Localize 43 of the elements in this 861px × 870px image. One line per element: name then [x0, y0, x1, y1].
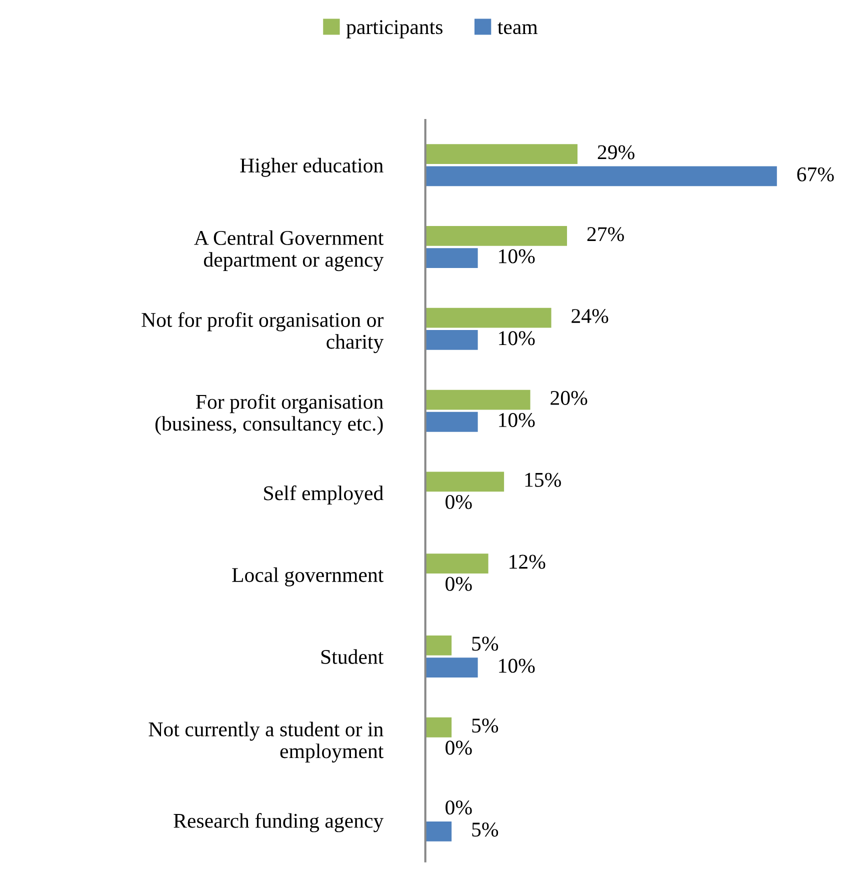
y-tick-label: Research funding agency — [174, 813, 384, 832]
bar — [425, 144, 578, 164]
data-label: 10% — [499, 331, 535, 346]
bar — [425, 412, 478, 432]
data-label: 12% — [510, 554, 546, 569]
legend-label: participants — [346, 20, 442, 38]
bar — [425, 330, 478, 350]
data-label: 27% — [587, 227, 624, 242]
y-tick-label: Not currently a student or in employment — [148, 722, 384, 763]
y-tick-label: Local government — [232, 567, 384, 586]
y-tick-label: Self employed — [264, 485, 384, 505]
data-label: 5% — [472, 636, 498, 651]
data-label: 29% — [598, 145, 634, 160]
bar — [425, 472, 504, 492]
bar — [425, 636, 452, 656]
y-tick-label: For profit organisation (business, consultancy etc.) — [155, 394, 384, 436]
data-label: 5% — [472, 718, 498, 733]
data-label: 67% — [797, 167, 834, 182]
y-tick-label: Higher education — [240, 158, 384, 177]
y-tick-label: A Central Government department or agency — [194, 230, 384, 272]
bar — [425, 717, 452, 738]
data-label: 5% — [472, 822, 498, 837]
bar — [425, 658, 478, 678]
bar — [425, 248, 478, 268]
data-label: 24% — [572, 309, 608, 324]
bar — [425, 166, 777, 186]
bar — [425, 308, 552, 328]
data-label: 10% — [499, 249, 535, 264]
y-tick-label: Not for profit organisation or charity — [142, 312, 384, 354]
data-label: 0% — [446, 800, 472, 815]
data-label: 15% — [525, 472, 561, 487]
bar — [425, 554, 488, 574]
bar — [425, 226, 568, 246]
legend-label: team — [498, 22, 538, 34]
data-label: 20% — [550, 390, 588, 406]
bar — [425, 821, 452, 842]
data-label: 10% — [499, 658, 535, 673]
bar — [425, 390, 530, 410]
y-tick-label: Student — [321, 649, 384, 664]
data-label: 0% — [446, 740, 472, 755]
data-label: 10% — [499, 413, 535, 428]
data-label: 0% — [446, 494, 472, 510]
data-label: 0% — [446, 576, 472, 591]
